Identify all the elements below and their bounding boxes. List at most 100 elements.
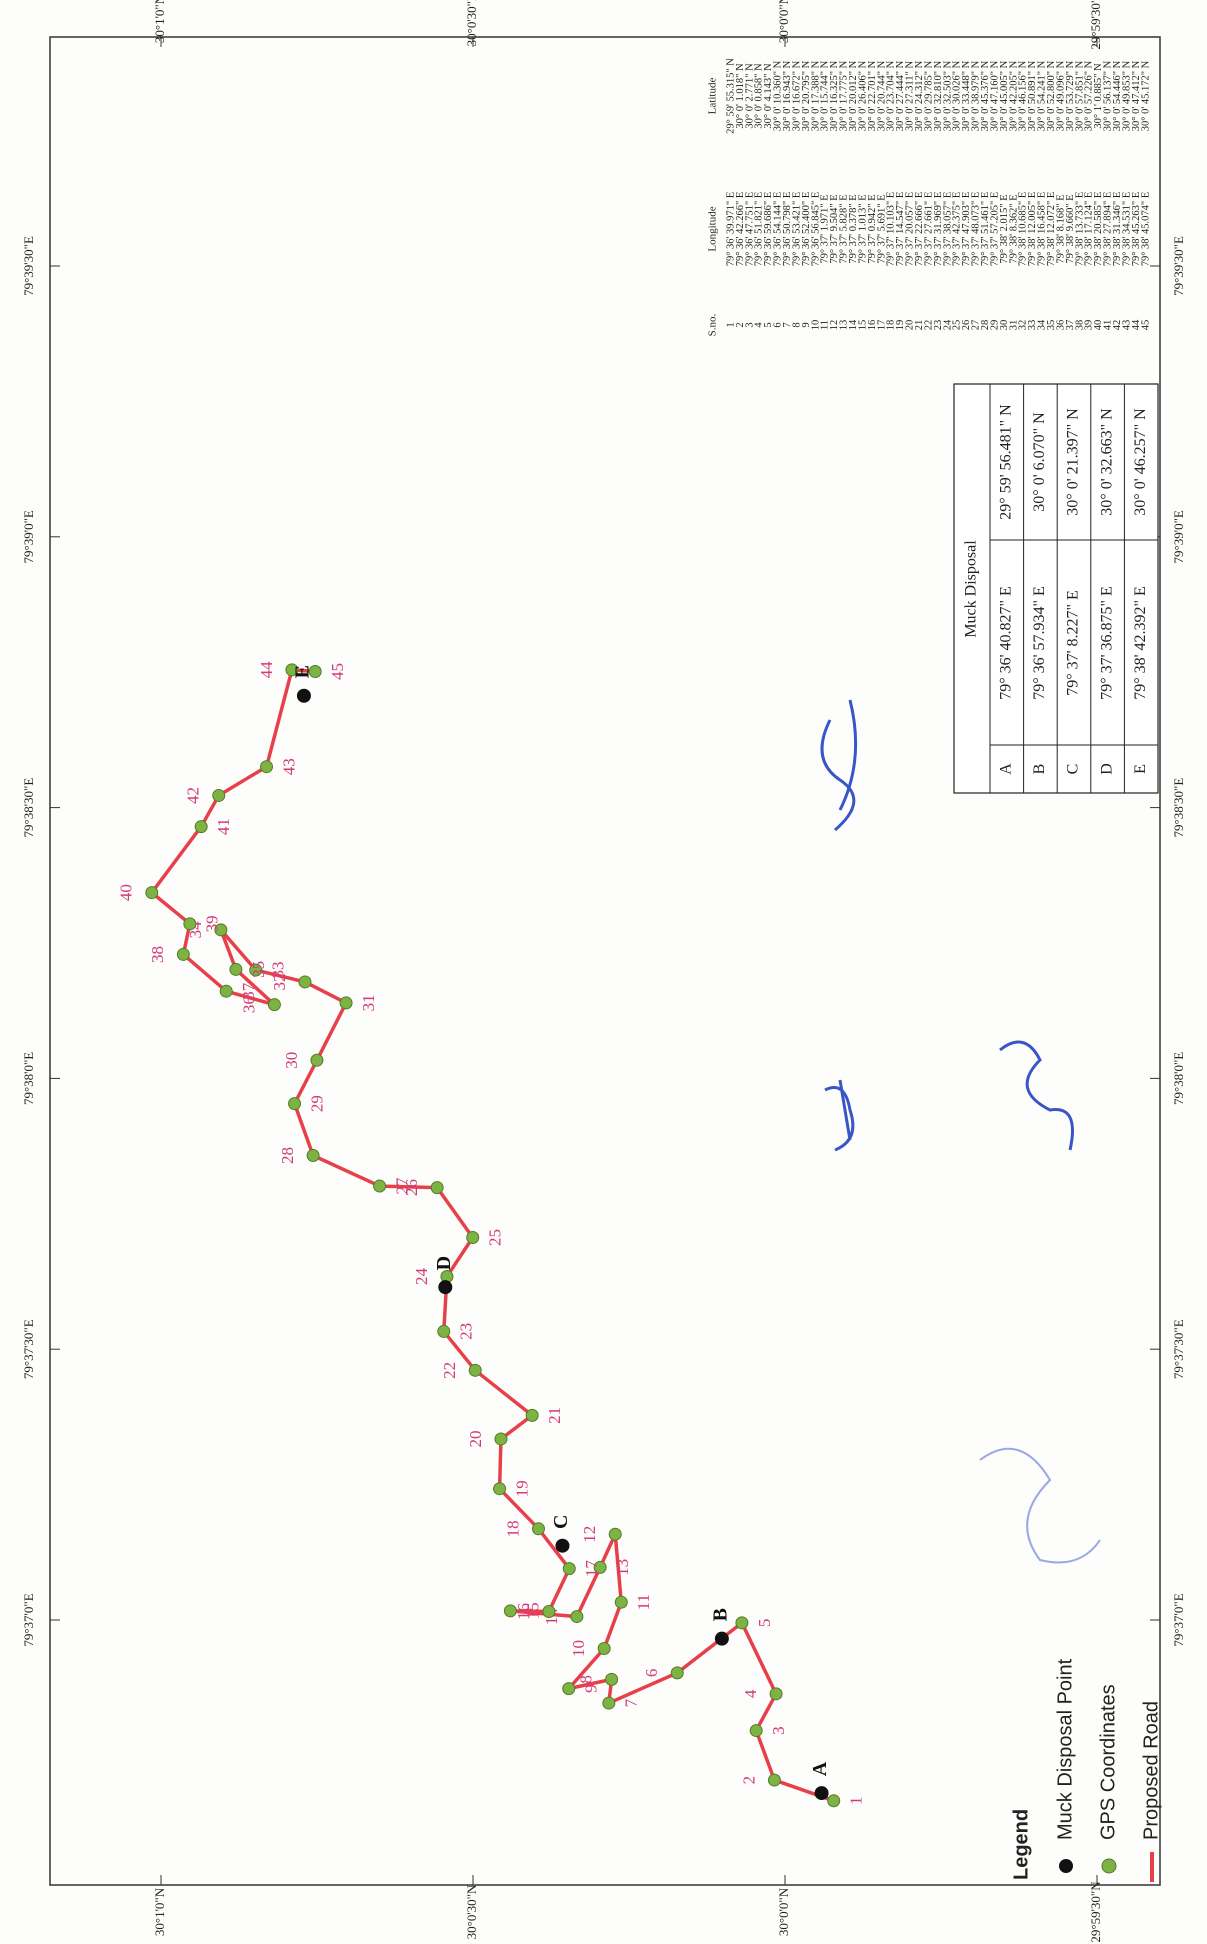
- gps-point: [249, 963, 263, 977]
- muck-table-cell: C: [1065, 764, 1082, 775]
- muck-point: [814, 1786, 829, 1801]
- point-label: 39: [203, 915, 222, 932]
- point-label: 5: [755, 1619, 774, 1628]
- table-cell: 30: [999, 320, 1010, 331]
- table-cell: 39: [1084, 320, 1095, 331]
- muck-label: C: [550, 1515, 572, 1529]
- map-frame: [49, 36, 1161, 1886]
- table-cell: 16: [867, 320, 878, 331]
- table-cell: 27: [971, 320, 982, 331]
- gps-point: [562, 1682, 576, 1696]
- table-cell: 79° 38' 9.660" E: [1065, 194, 1076, 263]
- gps-point: [176, 947, 190, 961]
- table-cell: 30° 0' 46.156" N: [1018, 60, 1029, 131]
- signature: [979, 1447, 1101, 1564]
- table-cell: 30° 0' 57.851" N: [1074, 60, 1085, 131]
- table-cell: 30° 0' 30.026" N: [952, 60, 963, 131]
- table-cell: 38: [1074, 320, 1085, 331]
- point-label: 36: [239, 996, 258, 1013]
- table-cell: 1: [725, 322, 736, 327]
- point-label: 28: [278, 1147, 297, 1164]
- map-layer: 30°1'0"N 30°1'0"N 30°0'30"N 30°0'30"N 30°0'0…: [21, 0, 1186, 1943]
- point-label: 30: [282, 1052, 301, 1069]
- muck-label: D: [433, 1256, 455, 1270]
- table-cell: 30° 0' 47.412" N: [1131, 60, 1142, 131]
- lat-tick-label: 30°0'30"N: [464, 1884, 479, 1939]
- point-label: 3: [769, 1726, 788, 1735]
- lon-tick-label: 79°38'0"E: [1171, 1052, 1186, 1105]
- lon-tick-label: 79°39'0"E: [21, 510, 36, 563]
- point-label: 7: [622, 1698, 641, 1707]
- muck-table-cell: 79° 37' 8.227" E: [1065, 590, 1082, 696]
- muck-label: B: [709, 1608, 731, 1621]
- table-cell: 23: [933, 320, 944, 331]
- table-cell: 42: [1112, 320, 1123, 331]
- table-cell: 79° 38' 8.168" E: [1055, 194, 1066, 263]
- table-cell: 6: [773, 322, 784, 327]
- table-cell: 79° 37' 48.073" E: [971, 192, 982, 267]
- point-label: 32: [270, 973, 289, 990]
- table-cell: 30° 0' 29.785" N: [923, 60, 934, 131]
- table-cell: 20: [905, 320, 916, 331]
- gps-point: [735, 1616, 749, 1630]
- gps-point: [212, 788, 226, 802]
- table-cell: 13: [839, 320, 850, 331]
- table-cell: 79° 37' 0.378" E: [848, 194, 859, 263]
- table-cell: 79° 36' 47.751" E: [744, 192, 755, 267]
- muck-table-title: Muck Disposal: [963, 540, 980, 638]
- gps-point: [605, 1672, 619, 1686]
- signature: [820, 699, 858, 832]
- table-cell: 79° 36' 53.421" E: [791, 192, 802, 267]
- table-cell: 37: [1065, 320, 1076, 331]
- table-cell: 30° 0' 49.853" N: [1121, 60, 1132, 131]
- table-cell: 30° 0' 23.704" N: [886, 60, 897, 131]
- table-cell: 3: [744, 322, 755, 327]
- muck-point: [555, 1538, 570, 1553]
- muck-table-cell: B: [1031, 764, 1048, 775]
- gps-point: [219, 984, 233, 998]
- lon-tick-label: 79°38'30"E: [21, 778, 36, 838]
- point-label: 44: [257, 661, 276, 679]
- gps-point: [285, 663, 299, 677]
- gps-point: [466, 1230, 480, 1244]
- lon-tick-label: 79°39'30"E: [1171, 236, 1186, 296]
- signature: [999, 1040, 1074, 1151]
- point-label: 37: [239, 982, 258, 1000]
- point-label: 12: [580, 1526, 599, 1543]
- point-label: 16: [514, 1603, 533, 1620]
- gps-point: [494, 1432, 508, 1446]
- table-cell: 30° 0' 20.012" N: [848, 60, 859, 131]
- gps-point: [308, 665, 322, 679]
- point-label: 38: [148, 946, 167, 963]
- table-cell: 79° 38' 45.074" E: [1140, 192, 1151, 267]
- point-label: 10: [569, 1640, 588, 1657]
- table-cell: 40: [1093, 320, 1104, 331]
- muck-table-cell: 29° 59' 56.481" N: [997, 404, 1014, 520]
- table-cell: 11: [820, 320, 831, 330]
- lat-tick-label: 30°0'0"N: [776, 0, 791, 43]
- table-cell: 30° 1' 0.885" N: [1093, 63, 1104, 129]
- lat-tick-label: 30°1'0"N: [152, 1887, 167, 1936]
- muck-point: [296, 688, 311, 703]
- table-cell: 79° 38' 13.733" E: [1074, 192, 1085, 267]
- table-cell: 30° 0' 32.810" N: [933, 60, 944, 131]
- table-cell: 30° 0' 56.137" N: [1103, 60, 1114, 131]
- table-cell: 29° 59' 55.315" N: [725, 58, 736, 134]
- point-label: 43: [279, 758, 298, 775]
- legend-swatch: [1059, 1859, 1073, 1873]
- point-label: 15: [523, 1602, 542, 1619]
- table-cell: 30° 0' 4.143" N: [763, 63, 774, 129]
- table-cell: 30° 0' 53.729" N: [1065, 60, 1076, 131]
- table-cell: 34: [1037, 319, 1048, 330]
- table-cell: 79° 36' 52.400" E: [801, 192, 812, 267]
- table-cell: 30° 0' 27.311" N: [905, 61, 916, 131]
- point-label: 45: [328, 663, 347, 680]
- table-cell: 79° 38' 27.894" E: [1103, 192, 1114, 267]
- table-cell: 79° 38' 10.685" E: [1018, 192, 1029, 267]
- gps-point: [570, 1610, 584, 1624]
- muck-table-cell: 30° 0' 6.070" N: [1031, 412, 1048, 512]
- muck-table-cell: 30° 0' 32.663" N: [1098, 408, 1115, 516]
- table-cell: 79° 37' 31.969" E: [933, 192, 944, 267]
- table-cell: 2: [735, 322, 746, 327]
